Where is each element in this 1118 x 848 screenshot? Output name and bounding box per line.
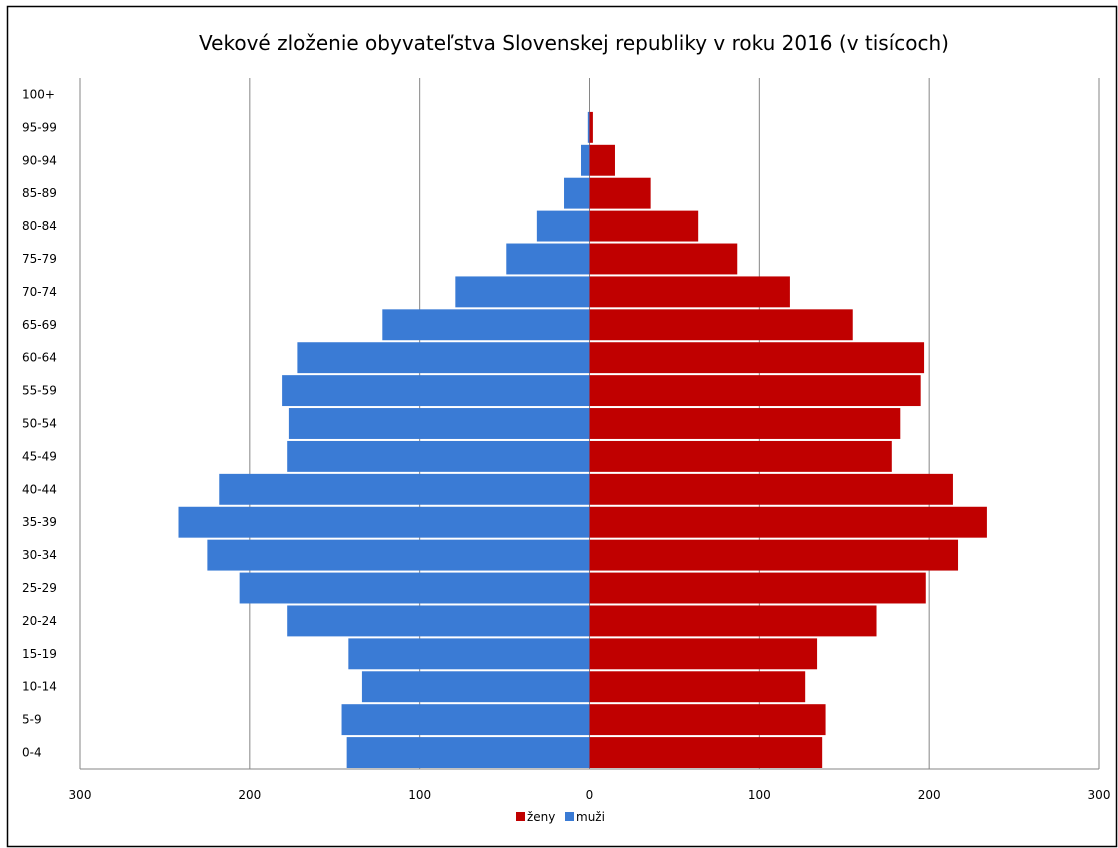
bar-eny-25-29	[589, 572, 926, 604]
bar-eny-60-64	[589, 342, 925, 374]
y-tick-label-40-44: 40-44	[22, 482, 57, 496]
y-tick-label-70-74: 70-74	[22, 285, 57, 299]
bar-eny-55-59	[589, 375, 921, 407]
bar-eny-80-84	[589, 210, 699, 242]
x-tick-label-1: 200	[238, 788, 261, 802]
y-tick-label-80-84: 80-84	[22, 219, 57, 233]
chart-title: Vekové zloženie obyvateľstva Slovenskej …	[199, 31, 949, 55]
x-tick-label-6: 300	[1088, 788, 1111, 802]
x-tick-label-3: 0	[586, 788, 594, 802]
x-tick-label-5: 200	[918, 788, 941, 802]
bar-mui-45-49	[287, 440, 590, 472]
bar-mui-70-74	[455, 276, 590, 308]
x-tick-label-4: 100	[748, 788, 771, 802]
legend: ženy muži	[516, 810, 605, 824]
bar-mui-90-94	[581, 144, 590, 176]
bar-mui-75-79	[506, 243, 590, 275]
bar-mui-55-59	[282, 375, 590, 407]
bar-mui-80-84	[536, 210, 590, 242]
y-tick-label-25-29: 25-29	[22, 581, 57, 595]
bar-eny-30-34	[589, 539, 959, 571]
bar-eny-65-69	[589, 309, 853, 341]
grid-lines	[79, 78, 1100, 770]
bar-mui-60-64	[297, 342, 590, 374]
y-tick-label-100+: 100+	[22, 87, 55, 101]
y-tick-label-45-49: 45-49	[22, 449, 57, 463]
bar-eny-95-99	[589, 111, 593, 143]
legend-swatch-mui	[565, 812, 574, 821]
bar-eny-35-39	[589, 506, 987, 538]
bar-mui-65-69	[382, 309, 590, 341]
bar-eny-50-54	[589, 408, 901, 439]
y-tick-label-90-94: 90-94	[22, 153, 57, 167]
legend-label-mui: muži	[576, 810, 605, 824]
y-tick-label-30-34: 30-34	[22, 548, 57, 562]
x-tick-label-2: 100	[408, 788, 431, 802]
bar-mui-15-19	[348, 638, 590, 670]
bar-eny-85-89	[589, 177, 651, 209]
bar-eny-90-94	[589, 144, 615, 176]
bar-mui-95-99	[587, 111, 590, 143]
y-tick-label-65-69: 65-69	[22, 318, 57, 332]
bar-eny-10-14	[589, 671, 806, 703]
bar-eny-45-49	[589, 440, 892, 472]
bar-eny-75-79	[589, 243, 738, 275]
y-tick-label-60-64: 60-64	[22, 351, 57, 365]
bars	[178, 111, 987, 768]
bar-mui-5-9	[341, 704, 590, 736]
bar-mui-35-39	[178, 506, 590, 538]
bar-eny-0-4	[589, 737, 823, 768]
y-tick-label-95-99: 95-99	[22, 120, 57, 134]
bar-mui-40-44	[219, 473, 590, 505]
y-tick-label-55-59: 55-59	[22, 384, 57, 398]
bar-mui-30-34	[207, 539, 590, 571]
bar-mui-25-29	[239, 572, 590, 604]
bar-mui-0-4	[346, 737, 590, 768]
x-tick-label-0: 300	[69, 788, 92, 802]
bar-mui-20-24	[287, 605, 590, 637]
bar-eny-5-9	[589, 704, 826, 736]
legend-label-eny: ženy	[527, 810, 555, 824]
y-tick-label-50-54: 50-54	[22, 417, 57, 431]
bar-mui-10-14	[361, 671, 590, 703]
y-tick-label-0-4: 0-4	[22, 746, 42, 760]
y-tick-label-10-14: 10-14	[22, 680, 57, 694]
y-tick-label-15-19: 15-19	[22, 647, 57, 661]
y-axis-labels: 0-4 5-9 10-14 15-19 20-24 25-29 30-34 35-39 40-4…	[22, 87, 57, 759]
y-tick-label-85-89: 85-89	[22, 186, 57, 200]
bar-eny-70-74	[589, 276, 790, 308]
bar-eny-40-44	[589, 473, 953, 505]
x-axis-labels: 300 200 100 0 100 200 300	[69, 788, 1111, 802]
bar-eny-20-24	[589, 605, 877, 637]
bar-mui-50-54	[288, 408, 590, 439]
bar-mui-85-89	[564, 177, 590, 209]
y-tick-label-20-24: 20-24	[22, 614, 57, 628]
y-tick-label-5-9: 5-9	[22, 713, 42, 727]
bar-eny-15-19	[589, 638, 818, 670]
y-tick-label-35-39: 35-39	[22, 515, 57, 529]
legend-swatch-eny	[516, 812, 525, 821]
y-tick-label-75-79: 75-79	[22, 252, 57, 266]
